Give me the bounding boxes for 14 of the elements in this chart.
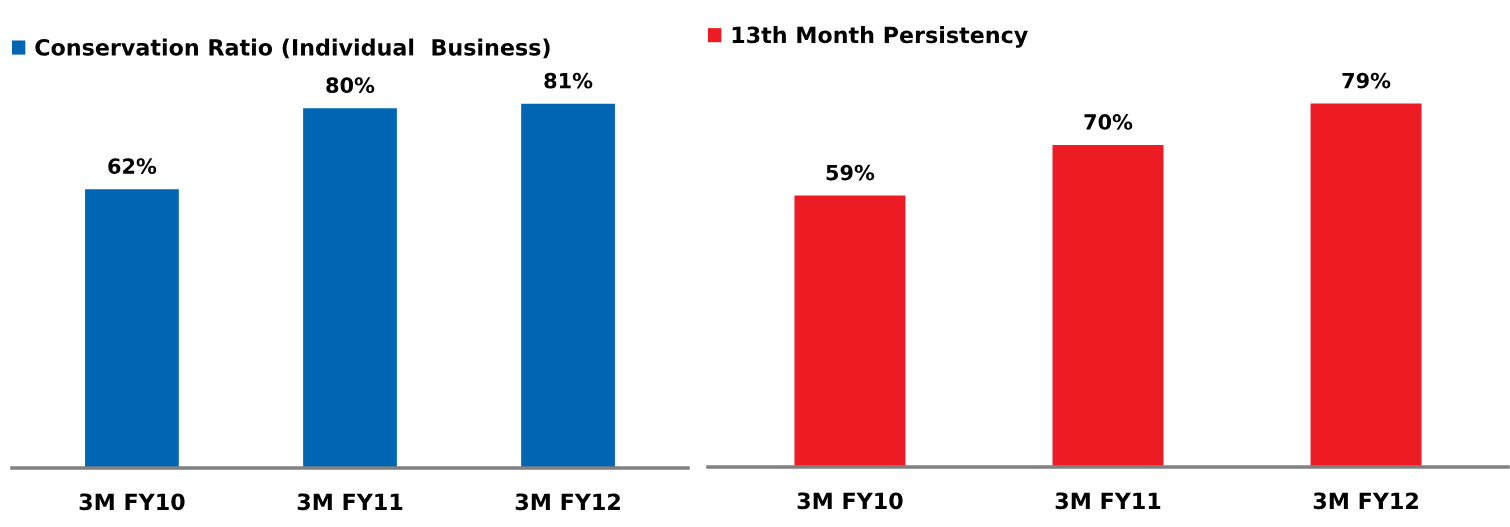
legend-label: 13th Month Persistency — [732, 26, 1028, 48]
legend-label: Conservation Ratio (Individual Business) — [35, 38, 550, 59]
x-tick-label: 3M FY12 — [515, 493, 620, 511]
data-label: 80% — [326, 77, 375, 94]
x-tick-label: 3M FY11 — [1055, 492, 1161, 510]
data-label: 59% — [826, 164, 875, 181]
x-tick-label: 3M FY12 — [1313, 492, 1418, 510]
x-tick-label: 3M FY10 — [79, 493, 185, 511]
data-label: 81% — [544, 72, 593, 89]
data-label: 70% — [1084, 114, 1133, 130]
data-label: 79% — [1342, 72, 1391, 89]
x-tick-label: 3M FY11 — [297, 493, 403, 511]
x-tick-label: 3M FY10 — [797, 492, 903, 510]
data-label: 62% — [108, 158, 157, 175]
